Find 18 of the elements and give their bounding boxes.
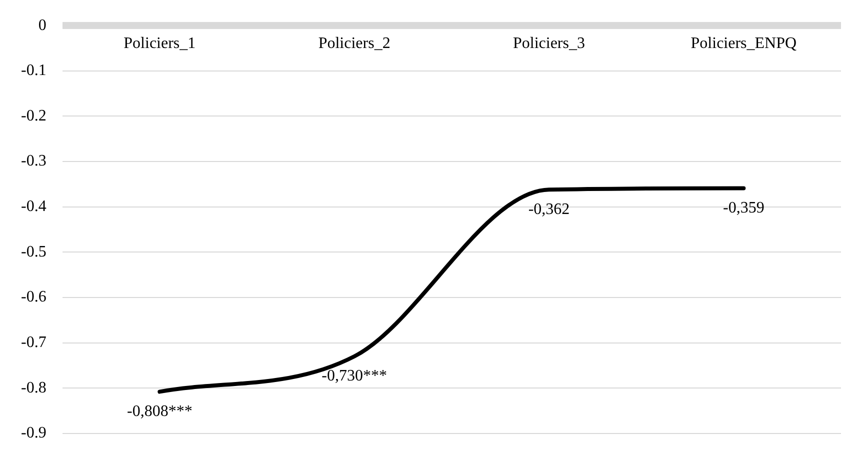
x-tick-label: Policiers_2 (318, 34, 390, 52)
data-label: -0,359 (723, 199, 764, 216)
y-tick-label: -0.4 (21, 198, 46, 216)
x-tick-label: Policiers_ENPQ (690, 34, 797, 52)
x-tick-label: Policiers_3 (513, 34, 585, 52)
y-tick-label: 0 (38, 16, 46, 34)
y-tick-label: -0.1 (21, 62, 46, 80)
x-tick-label: Policiers_1 (124, 34, 196, 52)
y-tick-label: -0.7 (21, 334, 46, 351)
y-tick-label: -0.6 (21, 288, 46, 306)
y-tick-label: -0.2 (21, 107, 46, 124)
data-label: -0,362 (528, 200, 570, 218)
data-label: -0,808*** (127, 402, 192, 420)
y-tick-label: -0.8 (21, 379, 46, 396)
y-tick-label: -0.3 (21, 152, 46, 170)
y-tick-label: -0.5 (21, 243, 46, 260)
y-tick-label: -0.9 (21, 424, 46, 442)
data-label: -0,730*** (322, 368, 387, 385)
